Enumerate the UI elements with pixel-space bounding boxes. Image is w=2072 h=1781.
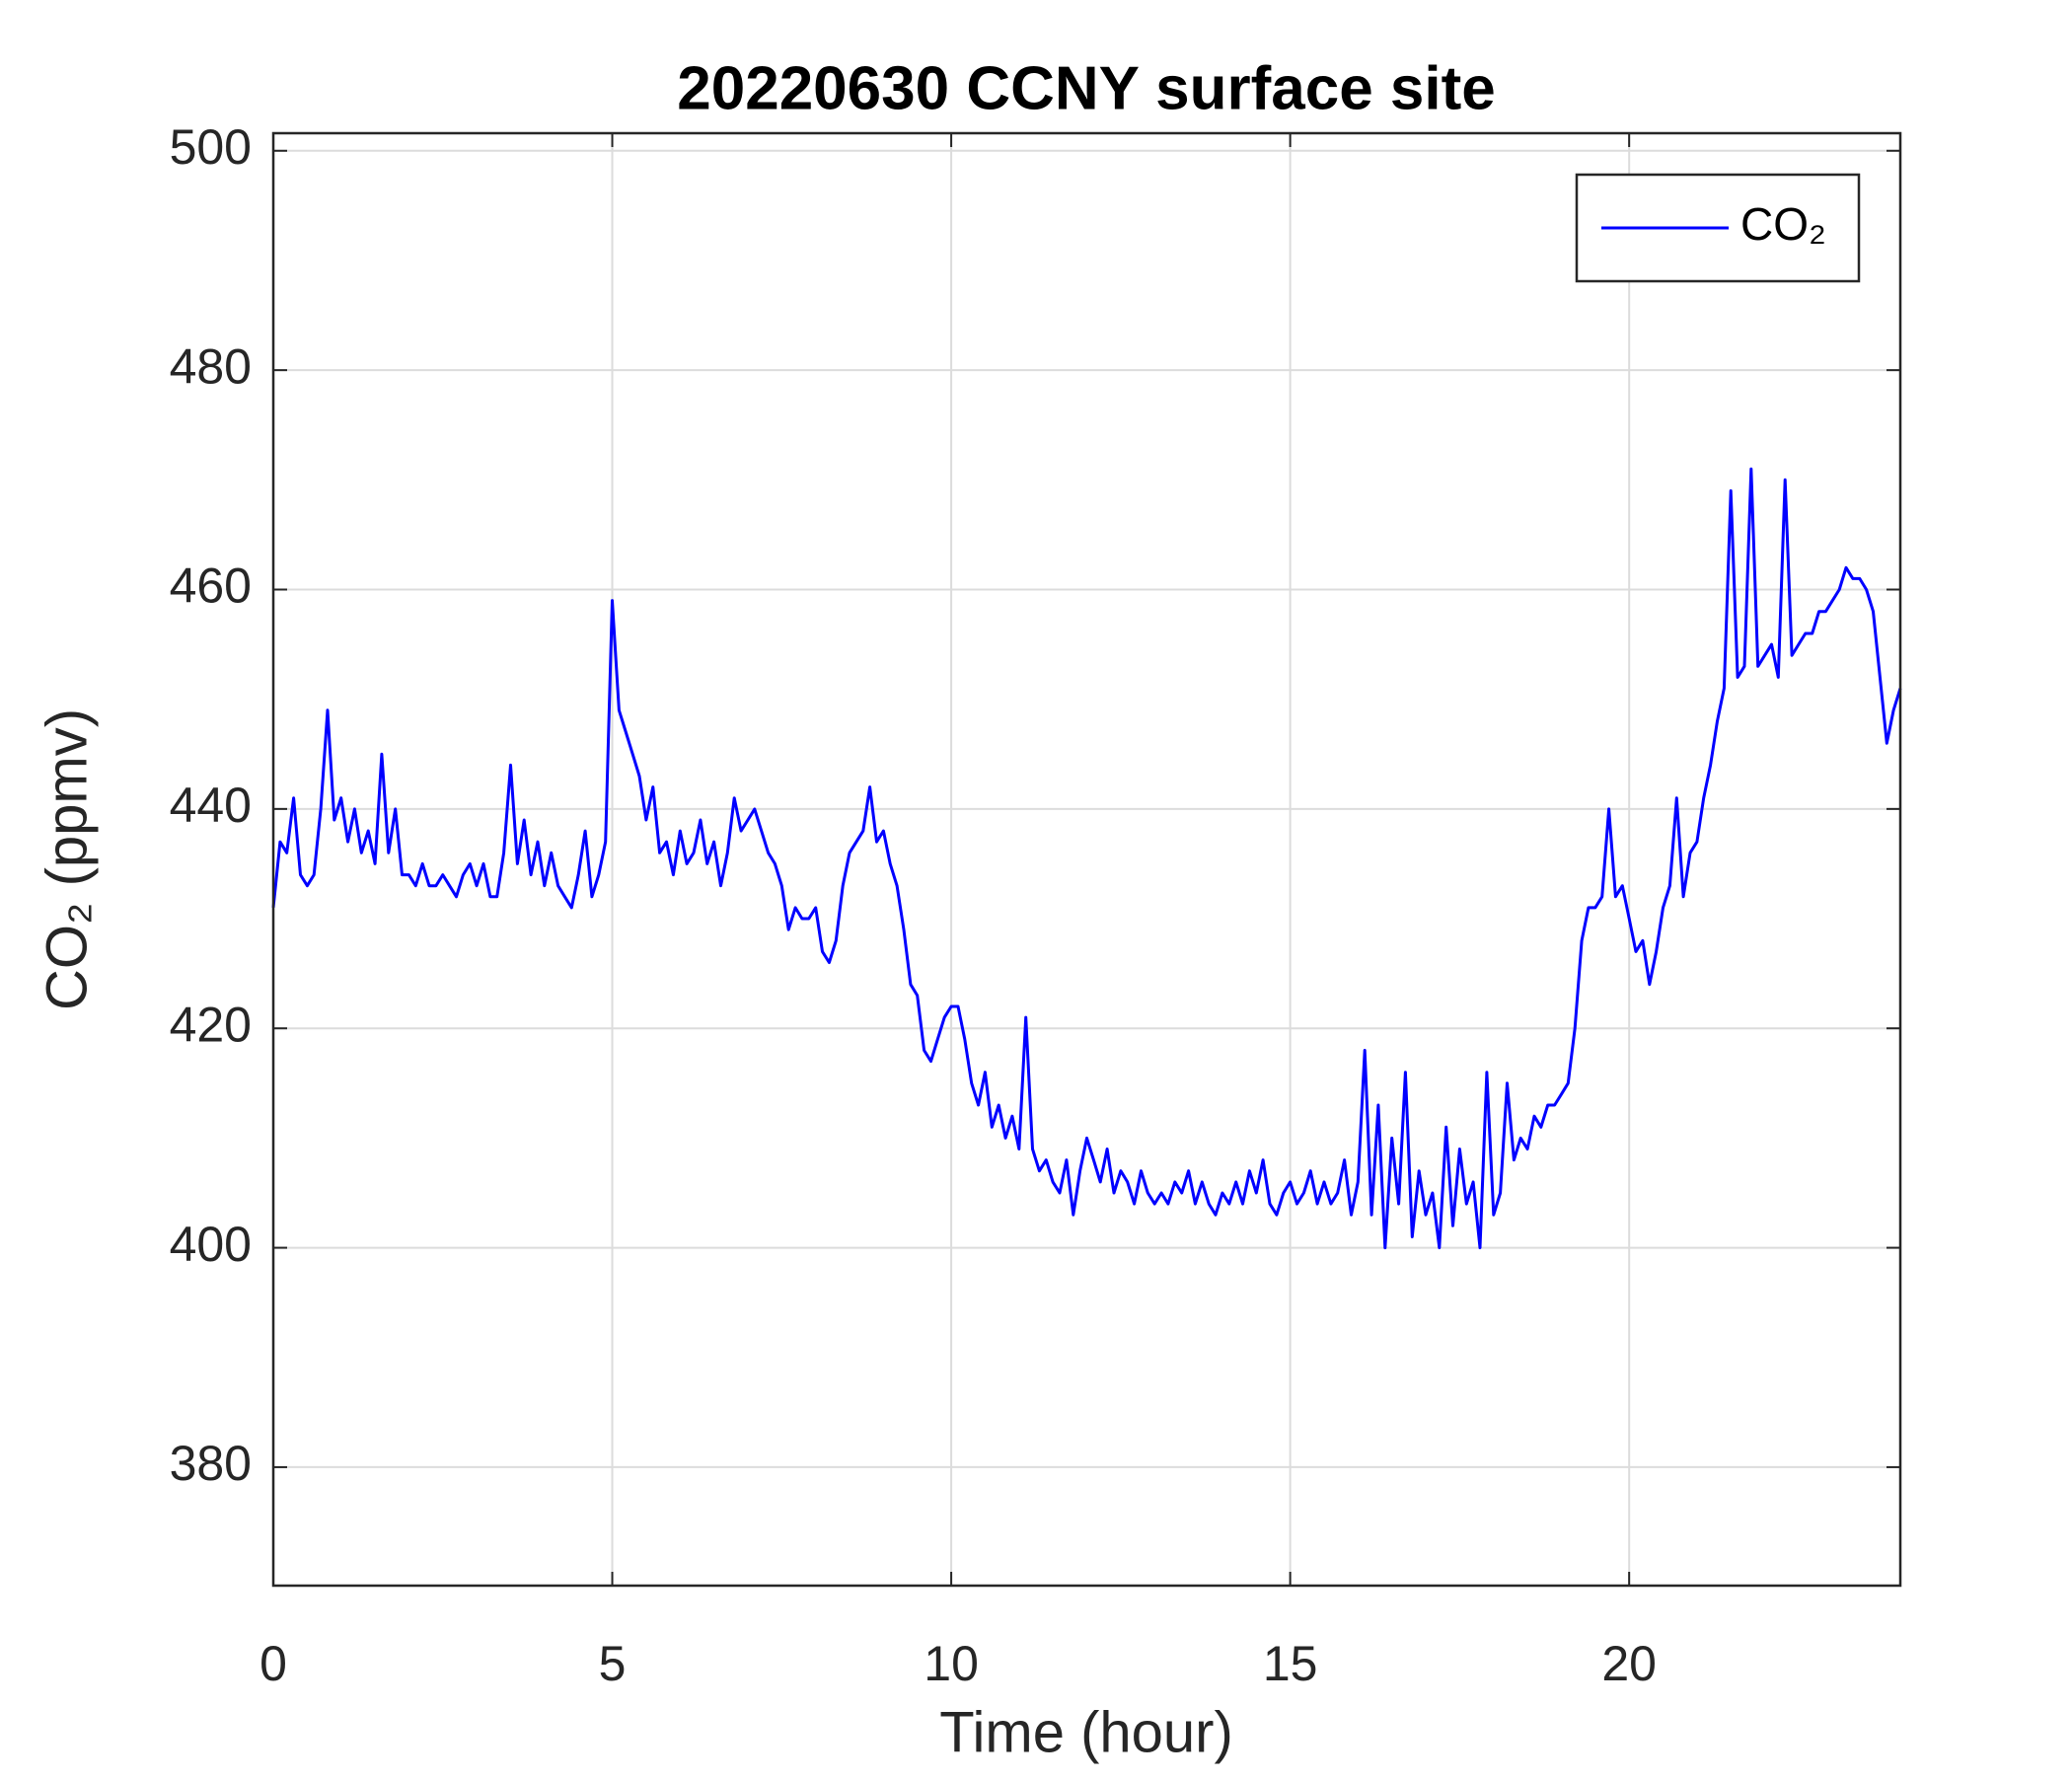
x-tick-label: 15: [1263, 1636, 1318, 1691]
x-tick-label: 20: [1601, 1636, 1657, 1691]
x-axis-label: Time (hour): [939, 1700, 1233, 1764]
x-tick-label: 0: [259, 1636, 287, 1691]
y-tick-label: 440: [170, 778, 252, 833]
y-tick-label: 380: [170, 1436, 252, 1491]
y-tick-label: 400: [170, 1217, 252, 1272]
y-tick-label: 480: [170, 338, 252, 394]
x-tick-label: 5: [599, 1636, 627, 1691]
x-tick-label: 10: [924, 1636, 979, 1691]
data-line: [271, 467, 1902, 1250]
y-tick-label: 500: [170, 119, 252, 175]
legend-label: CO₂: [1740, 198, 1826, 250]
y-axis-label: CO₂ (ppmv): [35, 708, 99, 1010]
chart-title: 20220630 CCNY surface site: [677, 54, 1496, 122]
axes-box: [271, 131, 1902, 1588]
y-tick-label: 460: [170, 558, 252, 614]
y-tick-label: 420: [170, 997, 252, 1052]
